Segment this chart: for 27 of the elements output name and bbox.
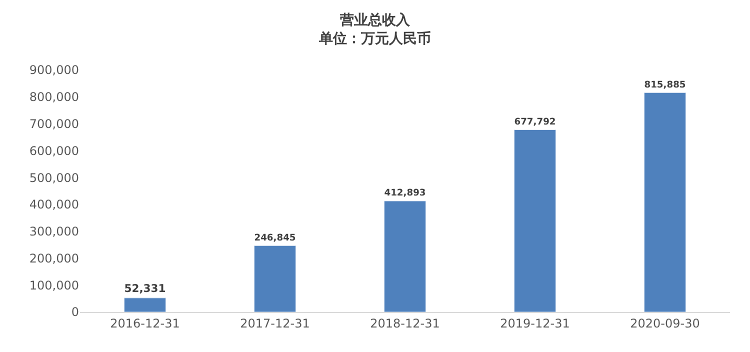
x-tick-label: 2020-09-30 <box>630 316 700 330</box>
data-label: 246,845 <box>254 233 296 244</box>
bar <box>514 130 556 312</box>
y-tick-label: 300,000 <box>29 224 79 239</box>
bar <box>254 245 296 312</box>
y-tick-label: 400,000 <box>29 198 79 212</box>
x-tick-label: 2019-12-31 <box>500 316 570 330</box>
y-tick-label: 0 <box>71 305 79 320</box>
y-tick-label: 100,000 <box>29 278 79 292</box>
bar <box>124 298 166 312</box>
x-tick-label: 2018-12-31 <box>370 316 440 330</box>
data-label: 412,893 <box>384 188 426 199</box>
data-label: 677,792 <box>514 117 556 128</box>
y-tick-label: 700,000 <box>29 116 79 131</box>
y-tick-label: 200,000 <box>29 251 79 266</box>
bar <box>644 92 686 312</box>
data-label: 52,331 <box>124 282 166 296</box>
y-tick-label: 600,000 <box>29 144 79 158</box>
data-label: 815,885 <box>644 80 686 90</box>
y-tick-label: 900,000 <box>29 63 79 78</box>
y-tick-label: 800,000 <box>29 90 79 104</box>
x-tick-label: 2016-12-31 <box>110 316 180 330</box>
chart-title: 营业总收入 <box>339 12 411 29</box>
y-tick-label: 500,000 <box>29 170 79 185</box>
x-tick-label: 2017-12-31 <box>240 316 310 330</box>
chart-subtitle: 单位：万元人民币 <box>318 30 431 47</box>
bar <box>384 200 426 312</box>
